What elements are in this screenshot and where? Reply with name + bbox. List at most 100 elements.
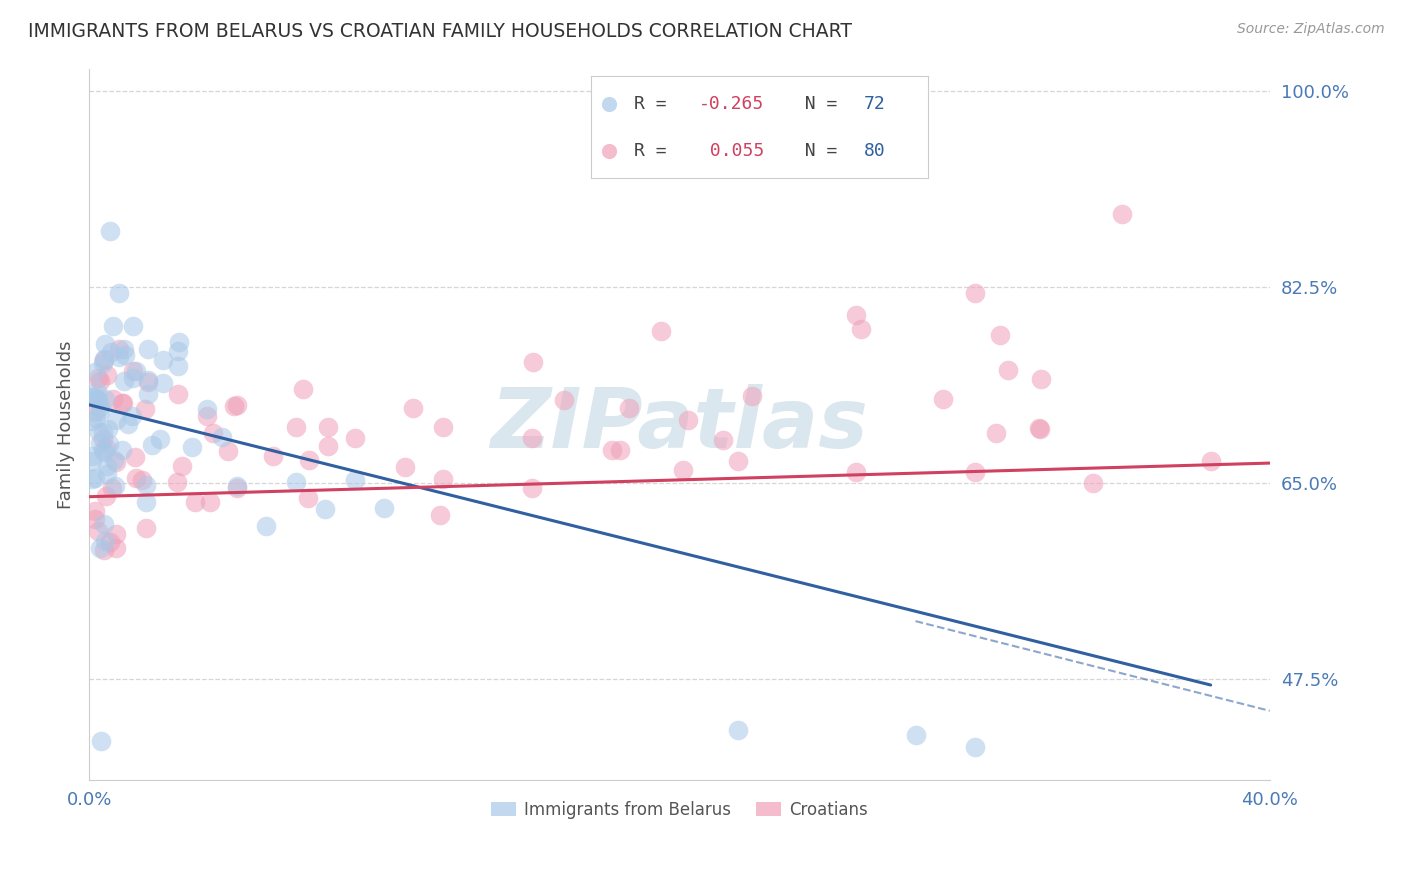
Point (172, 459, 194, 474)
Point (845, 308, 868, 322)
Point (80, 449, 103, 463)
Point (727, 723, 749, 737)
Point (104, 479, 127, 493)
Point (86, 410, 108, 425)
Point (107, 342, 129, 356)
Point (100, 482, 122, 496)
Point (254, 518, 277, 533)
Text: Source: ZipAtlas.com: Source: ZipAtlas.com (1237, 22, 1385, 37)
Point (91, 356, 114, 370)
Point (89, 425, 111, 440)
Point (105, 455, 128, 469)
Point (86, 392, 108, 406)
Text: -0.265: -0.265 (699, 95, 763, 112)
Point (297, 491, 319, 505)
Point (195, 402, 218, 417)
Point (104, 526, 127, 541)
Point (103, 453, 125, 467)
Point (122, 364, 145, 378)
Text: 80: 80 (863, 142, 886, 160)
Point (80, 390, 103, 404)
Point (114, 348, 136, 362)
Point (932, 392, 955, 407)
Point (166, 386, 188, 401)
Point (284, 420, 307, 434)
Point (183, 494, 205, 508)
Point (149, 432, 172, 446)
Point (80, 454, 103, 468)
Point (553, 393, 575, 408)
Point (226, 482, 249, 496)
Point (111, 395, 134, 409)
Point (114, 342, 136, 356)
Point (89, 435, 111, 450)
Text: N =: N = (783, 95, 848, 112)
Point (111, 443, 134, 458)
Point (1111, 207, 1133, 221)
Point (125, 364, 148, 378)
Point (105, 541, 128, 555)
Point (98, 224, 121, 238)
Point (89, 541, 111, 555)
Point (94, 392, 117, 406)
Point (86, 370, 108, 384)
Point (600, 442, 623, 457)
Point (108, 350, 131, 364)
Point (672, 463, 695, 477)
Point (225, 478, 247, 492)
Point (211, 430, 233, 444)
Point (167, 334, 190, 349)
Point (152, 353, 174, 368)
Point (93, 353, 115, 368)
Point (727, 454, 749, 468)
Point (741, 389, 763, 403)
Point (284, 475, 307, 489)
Point (316, 439, 339, 453)
Point (90, 734, 112, 748)
Point (98, 535, 121, 549)
Point (262, 449, 284, 463)
Point (82, 472, 104, 486)
Text: R =: R = (634, 95, 678, 112)
Point (650, 324, 672, 338)
Point (84, 405, 107, 419)
Point (135, 495, 157, 509)
Point (711, 434, 734, 448)
Point (432, 472, 454, 486)
Point (343, 432, 366, 446)
Point (84, 504, 107, 518)
Point (166, 475, 188, 489)
Point (225, 398, 247, 412)
Point (904, 729, 927, 743)
Point (849, 322, 872, 336)
Text: 72: 72 (863, 95, 886, 112)
Point (96, 458, 118, 473)
Point (89, 375, 111, 389)
Point (98, 437, 121, 451)
Point (1199, 454, 1222, 468)
Point (963, 285, 986, 300)
Point (89, 400, 111, 414)
Point (134, 401, 156, 416)
Text: ZIPatlas: ZIPatlas (491, 384, 869, 465)
Text: 0.055: 0.055 (699, 142, 763, 160)
Point (93, 517, 115, 532)
Point (112, 374, 135, 388)
Point (1031, 372, 1053, 386)
Text: N =: N = (783, 142, 848, 160)
Point (201, 426, 224, 441)
Point (218, 443, 240, 458)
Point (135, 521, 157, 535)
Point (117, 417, 139, 431)
Point (166, 359, 188, 373)
Point (136, 373, 159, 387)
Point (101, 392, 124, 407)
Point (141, 438, 163, 452)
Point (104, 413, 127, 427)
Point (94, 489, 117, 503)
Point (87, 524, 110, 539)
Point (298, 452, 321, 467)
Point (84, 512, 107, 526)
Point (1028, 421, 1050, 435)
Point (609, 442, 631, 457)
